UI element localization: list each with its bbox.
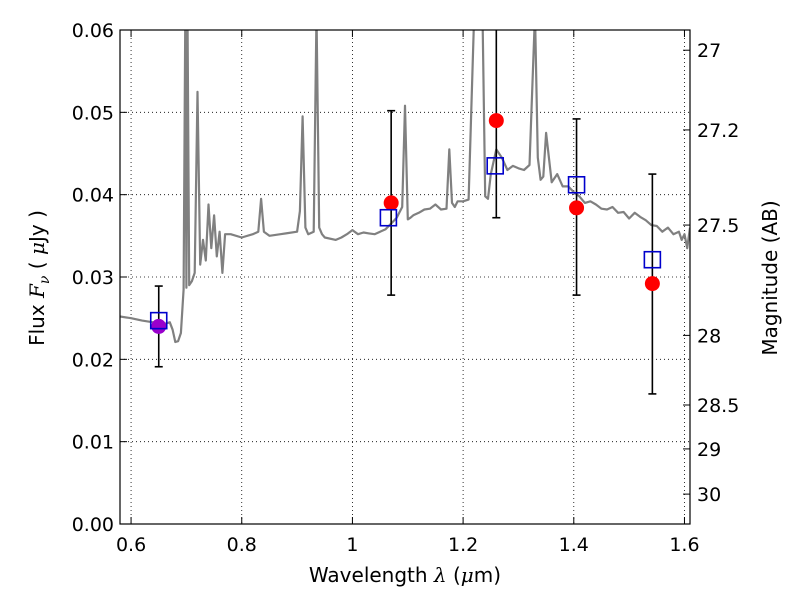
y-tick-label: 0.00 <box>72 514 114 536</box>
series-layer <box>120 30 690 395</box>
y-right-tick-label: 27 <box>697 40 721 62</box>
y-axis-title: Flux Fν ( μJy ) <box>25 210 53 346</box>
model-point <box>149 311 168 330</box>
x-tick-label: 0.8 <box>227 534 257 556</box>
grid <box>120 30 690 524</box>
y-right-tick-label: 28.5 <box>697 395 739 417</box>
observed-point <box>569 200 585 216</box>
x-tick-label: 1 <box>346 534 358 556</box>
observed-point <box>383 195 399 211</box>
y-right-tick-label: 27.5 <box>697 215 739 237</box>
model-point <box>379 208 398 227</box>
y-right-tick-label: 28 <box>697 325 721 347</box>
observed-point <box>488 113 504 129</box>
model-point <box>567 175 586 194</box>
x-tick-label: 1.6 <box>669 534 699 556</box>
model-point <box>486 157 505 175</box>
y-tick-label: 0.06 <box>72 20 114 42</box>
y-right-tick-label: 29 <box>697 439 721 461</box>
y-tick-label: 0.01 <box>72 432 114 454</box>
x-tick-label: 0.6 <box>116 534 146 556</box>
y-tick-label: 0.05 <box>72 102 114 124</box>
observed-point <box>644 276 660 292</box>
ticks: 0.6 0.8 1 1.2 1.4 1.6 0.00 0.01 0.02 0.03 0.04 0.05… <box>72 20 740 556</box>
x-axis-title: Wavelength λ (μm) <box>309 563 501 587</box>
y-tick-label: 0.04 <box>72 185 114 207</box>
x-tick-label: 1.2 <box>448 534 478 556</box>
x-tick-label: 1.4 <box>559 534 589 556</box>
y-tick-label: 0.02 <box>72 349 114 371</box>
spectrum-line <box>120 30 690 344</box>
y-right-axis-title: Magnitude (AB) <box>758 200 782 355</box>
y-right-tick-label: 30 <box>697 484 721 506</box>
model-point <box>643 250 662 269</box>
y-right-tick-label: 27.2 <box>697 120 739 142</box>
y-tick-label: 0.03 <box>72 267 114 289</box>
detection-point <box>151 318 167 334</box>
